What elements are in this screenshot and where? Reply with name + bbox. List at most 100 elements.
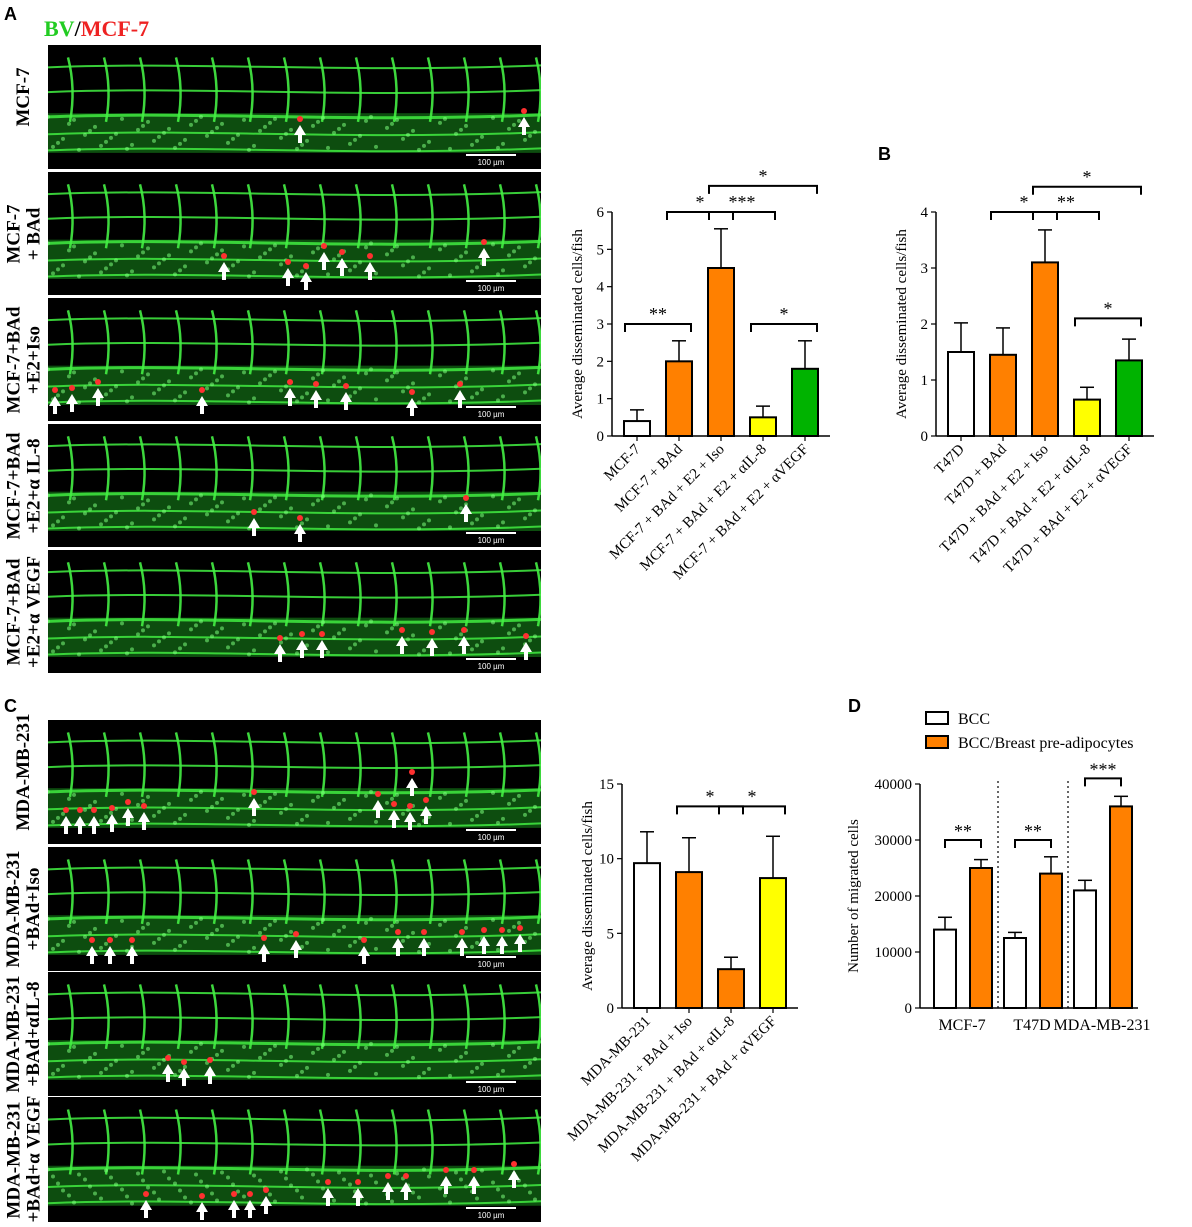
tumor-cell (339, 249, 345, 255)
vascular-speckle (226, 393, 230, 398)
vascular-speckle (220, 121, 224, 126)
vascular-speckle (364, 371, 368, 376)
vascular-speckle (385, 927, 389, 932)
tumor-cell (297, 515, 303, 521)
vascular-speckle (268, 1192, 272, 1197)
tumor-cell (107, 937, 113, 943)
vascular-speckle (56, 140, 60, 145)
vascular-speckle (152, 391, 156, 396)
vascular-speckle (88, 128, 92, 133)
vascular-speckle (88, 930, 92, 935)
vascular-speckle (130, 817, 134, 822)
vascular-speckle (157, 1061, 161, 1066)
vascular-speckle (247, 822, 251, 827)
white-arrow-icon (318, 252, 330, 270)
vascular-speckle (507, 253, 511, 258)
y-tick-label: 2 (921, 317, 929, 333)
vascular-speckle (417, 1074, 421, 1079)
y-tick-label: 4 (921, 205, 929, 221)
vascular-speckle (199, 367, 203, 372)
significance-bracket (1014, 839, 1052, 848)
vascular-speckle (51, 523, 55, 528)
intersegmental-vessel (390, 1109, 398, 1175)
intersegmental-vessel (102, 732, 110, 798)
vascular-speckle (533, 508, 537, 513)
vascular-speckle (210, 382, 214, 387)
vascular-speckle (279, 388, 283, 393)
vascular-speckle (337, 126, 341, 131)
tumor-cell (457, 381, 463, 387)
vascular-speckle (443, 116, 447, 121)
vascular-speckle (268, 795, 272, 800)
y-tick-label: 10000 (875, 945, 913, 961)
vascular-speckle (83, 132, 87, 137)
vascular-speckle (268, 247, 272, 252)
vascular-speckle (157, 513, 161, 518)
vascular-speckle (401, 938, 405, 943)
vascular-speckle (523, 137, 527, 142)
vascular-speckle (178, 1188, 182, 1193)
vascular-speckle (422, 1167, 426, 1172)
vascular-speckle (88, 507, 92, 512)
vascular-speckle (279, 1062, 283, 1067)
vascular-speckle (48, 916, 50, 921)
vascular-speckle (390, 121, 394, 126)
vascular-speckle (189, 627, 193, 632)
white-arrow-icon (248, 518, 260, 536)
chart-d: 0 10000 20000 30000 40000 Number of migrated … (846, 711, 1150, 1034)
vascular-speckle (459, 127, 463, 132)
intersegmental-vessel (534, 57, 541, 123)
vascular-speckle (83, 934, 87, 939)
intersegmental-vessel (282, 183, 290, 249)
vascular-speckle (517, 793, 521, 798)
vascular-speckle (332, 1057, 336, 1062)
vascular-speckle (130, 142, 134, 147)
row-label-line1: MCF-7+BAd (3, 306, 24, 413)
white-arrow-icon (468, 1176, 480, 1194)
vascular-speckle (173, 650, 177, 655)
vascular-speckle (236, 637, 240, 642)
vascular-speckle (61, 389, 65, 394)
vascular-speckle (491, 242, 495, 247)
vascular-speckle (258, 507, 262, 512)
vascular-speckle (438, 120, 442, 125)
vascular-speckle (427, 1174, 431, 1179)
vascular-speckle (72, 792, 76, 797)
intersegmental-vessel (534, 1109, 541, 1175)
vascular-speckle (358, 133, 362, 138)
vascular-speckle (215, 630, 219, 635)
vascular-speckle (226, 140, 230, 145)
vascular-speckle (268, 625, 272, 630)
vascular-speckle (289, 632, 293, 637)
vascular-speckle (528, 386, 532, 391)
vascular-speckle (141, 502, 145, 507)
tumor-cell (385, 1173, 391, 1179)
tumor-cell (399, 627, 405, 633)
intersegmental-vessel (138, 183, 146, 249)
vascular-speckle (48, 1167, 50, 1172)
vascular-speckle (263, 799, 267, 804)
vascular-speckle (507, 505, 511, 510)
vascular-speckle (448, 821, 452, 826)
intersegmental-vessel (534, 561, 541, 627)
vascular-speckle (480, 809, 484, 814)
vascular-speckle (268, 1047, 272, 1052)
vascular-speckle (157, 387, 161, 392)
vascular-speckle (321, 368, 325, 373)
vascular-speckle (517, 118, 521, 123)
vascular-speckle (141, 250, 145, 255)
bar (1109, 805, 1133, 1010)
vascular-speckle (470, 269, 474, 274)
intersegmental-vessel (246, 309, 254, 375)
vascular-speckle (512, 627, 516, 632)
vascular-speckle (295, 273, 299, 278)
vascular-speckle (114, 131, 118, 136)
bar (1003, 937, 1027, 1009)
horizontal-vessel (48, 525, 541, 531)
y-axis-label: Number of migrated cells (846, 819, 862, 973)
vascular-speckle (406, 637, 410, 642)
vascular-speckle (199, 1041, 203, 1046)
tumor-cell (481, 927, 487, 933)
vascular-speckle (523, 516, 527, 521)
tumor-cell (407, 803, 413, 809)
